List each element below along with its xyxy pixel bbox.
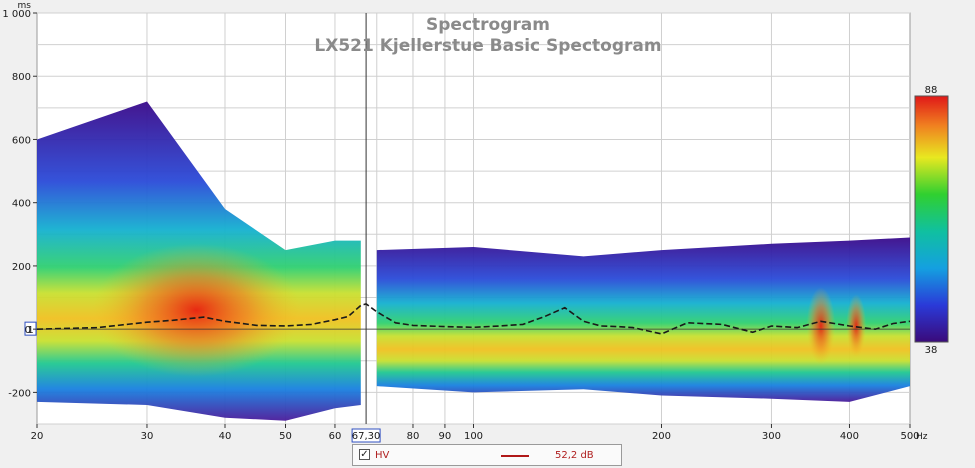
spectrogram-heatmap	[37, 101, 910, 421]
legend-swatch	[501, 455, 529, 457]
y-tick-label: 1 000	[2, 9, 31, 20]
y-tick-label: 800	[12, 72, 31, 83]
cursor-y-label: 1	[27, 325, 33, 336]
x-tick-label: 90	[439, 431, 452, 442]
chart-subtitle: LX521 Kjellerstue Basic Spectogram	[314, 36, 661, 56]
x-tick-label: 50	[279, 431, 292, 442]
x-tick-label: 500	[900, 431, 919, 442]
x-unit-label: Hz	[916, 432, 928, 442]
y-tick-label: -200	[8, 388, 31, 399]
heat-hotspot	[806, 287, 836, 365]
y-tick-label: 200	[12, 262, 31, 273]
heat-hotspot	[846, 294, 867, 358]
heat-band	[376, 237, 910, 402]
x-tick-label: 30	[141, 431, 154, 442]
x-tick-label: 100	[464, 431, 483, 442]
legend-series-value: 52,2 dB	[555, 450, 594, 461]
cursor-x-label: 67,30	[352, 431, 381, 442]
y-tick-label: 0	[25, 325, 31, 336]
colorbar-gradient	[914, 95, 949, 343]
colorbar: 88 38	[914, 85, 949, 356]
cursor-x-box	[351, 428, 381, 443]
x-tick-label: 80	[407, 431, 420, 442]
y-unit-label: ms	[18, 1, 32, 11]
y-tick-label: 600	[12, 135, 31, 146]
legend-series-name: HV	[375, 450, 390, 461]
legend: ✓ HV 52,2 dB	[352, 444, 622, 466]
x-tick-label: 200	[652, 431, 671, 442]
series-curve	[37, 303, 910, 335]
colorbar-max-label: 88	[925, 85, 938, 96]
heat-hotspot	[91, 243, 301, 377]
series-checkbox[interactable]: ✓	[359, 449, 370, 460]
x-tick-label: 40	[219, 431, 232, 442]
y-tick-label: 400	[12, 199, 31, 210]
x-tick-label: 300	[762, 431, 781, 442]
colorbar-min-label: 38	[925, 345, 938, 356]
chart-title: Spectrogram	[426, 15, 550, 35]
x-tick-label: 400	[840, 431, 859, 442]
series-line-hv	[37, 303, 910, 335]
x-tick-label: 60	[329, 431, 342, 442]
x-tick-label: 20	[31, 431, 44, 442]
